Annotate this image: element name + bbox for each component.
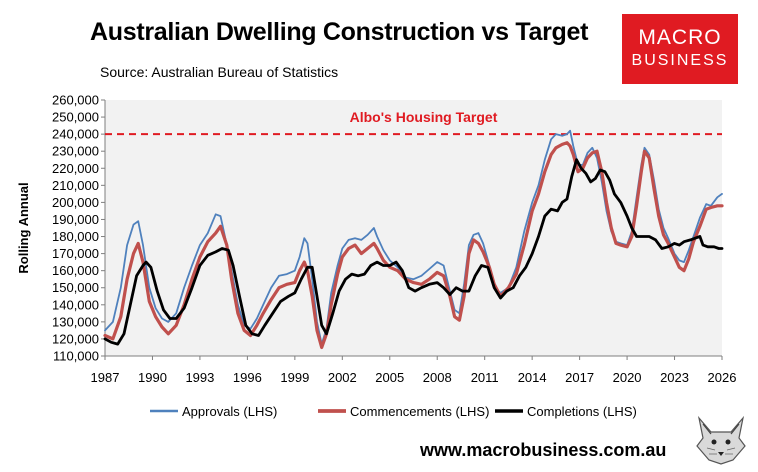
- x-tick-label: 1993: [185, 370, 214, 385]
- series-line-2: [103, 141, 724, 350]
- series-layer: [103, 129, 724, 350]
- y-tick-label: 220,000: [52, 161, 99, 176]
- y-tick-label: 110,000: [53, 349, 99, 364]
- x-axis: 1987 1990 1993 1996 1999 2002 2005 2008 2011 2014…: [91, 355, 737, 385]
- x-tick-label: 1999: [280, 370, 309, 385]
- legend-label: Approvals (LHS): [182, 404, 277, 419]
- legend-label: Completions (LHS): [527, 404, 637, 419]
- y-tick-label: 160,000: [52, 263, 99, 278]
- x-tick-label: 2008: [423, 370, 452, 385]
- y-tick-label: 170,000: [52, 246, 99, 261]
- y-tick-label: 130,000: [52, 314, 99, 329]
- website-url[interactable]: www.macrobusiness.com.au: [420, 440, 667, 460]
- chart-title: Australian Dwelling Construction vs Targ…: [90, 18, 589, 46]
- y-tick-label: 210,000: [52, 178, 99, 193]
- y-tick-label: 150,000: [52, 280, 99, 295]
- y-tick-label: 230,000: [52, 144, 99, 159]
- series-line-3: [103, 158, 724, 346]
- x-tick-label: 1996: [233, 370, 262, 385]
- logo-line-2: BUSINESS: [631, 52, 729, 69]
- y-tick-label: 180,000: [52, 229, 99, 244]
- fox-mascot-icon: [693, 414, 749, 466]
- x-tick-label: 2017: [565, 370, 594, 385]
- x-tick-label: 2026: [708, 370, 737, 385]
- x-tick-label: 2005: [375, 370, 404, 385]
- x-tick-label: 1987: [91, 370, 120, 385]
- y-tick-label: 120,000: [52, 331, 99, 346]
- logo-line-1: MACRO: [638, 26, 722, 49]
- y-axis: 110,000 120,000 130,000 140,000 150,000 160,0…: [52, 93, 106, 364]
- chart-source: Source: Australian Bureau of Statistics: [100, 64, 339, 80]
- x-tick-label: 2020: [613, 370, 642, 385]
- legend: Approvals (LHS) Commencements (LHS) Comple…: [150, 404, 637, 419]
- legend-label: Commencements (LHS): [350, 404, 489, 419]
- y-tick-label: 140,000: [52, 297, 99, 312]
- x-tick-label: 2023: [660, 370, 689, 385]
- y-tick-label: 200,000: [52, 195, 99, 210]
- x-tick-label: 2011: [471, 370, 499, 385]
- macrobusiness-logo[interactable]: MACRO BUSINESS: [622, 14, 738, 84]
- x-tick-label: 1990: [138, 370, 167, 385]
- y-tick-label: 260,000: [52, 93, 99, 108]
- y-axis-label: Rolling Annual: [16, 182, 31, 273]
- x-tick-label: 2014: [518, 370, 547, 385]
- y-tick-label: 240,000: [52, 127, 99, 142]
- x-tick-label: 2002: [328, 370, 357, 385]
- y-tick-label: 250,000: [52, 110, 99, 125]
- y-tick-label: 190,000: [52, 212, 99, 227]
- target-label: Albo's Housing Target: [350, 109, 498, 125]
- plot-area: [105, 100, 722, 356]
